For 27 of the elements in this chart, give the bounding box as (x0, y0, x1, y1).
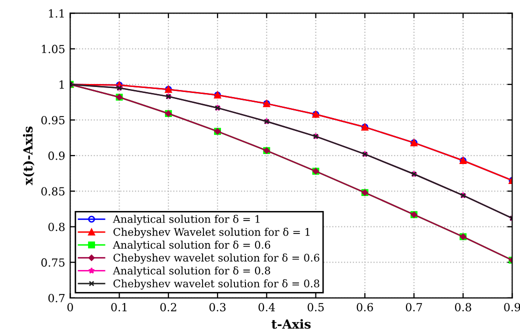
legend-label: Chebyshev Wavelet solution for δ = 1 (113, 228, 310, 238)
x-tick-label: 0.5 (308, 302, 324, 312)
y-tick-label: 1.1 (49, 9, 64, 18)
x-tick-label: 0.4 (258, 302, 275, 312)
legend-label: Chebyshev wavelet solution for δ = 0.6 (113, 254, 320, 264)
x-tick-label: 0 (67, 302, 73, 312)
y-tick-label: 0.8 (48, 222, 65, 232)
x-axis-title: t-Axis (272, 319, 311, 329)
x-tick-label: 0.2 (160, 302, 176, 312)
x-tick-label: 0.9 (504, 302, 520, 312)
x-tick-label: 0.8 (454, 302, 472, 312)
legend-label: Analytical solution for δ = 1 (112, 214, 260, 226)
x-tick-label: 0.7 (406, 302, 422, 312)
legend-label: Chebyshev wavelet solution for δ = 0.8 (113, 279, 320, 290)
y-tick-label: 1 (60, 80, 64, 89)
y-tick-label: 0.85 (41, 187, 64, 196)
x-tick-label: 0.3 (209, 302, 226, 312)
y-axis-title: x(t)-Axis (22, 126, 34, 186)
x-tick-label: 0.6 (356, 302, 374, 312)
legend-label: Analytical solution for δ = 0.6 (112, 240, 270, 251)
legend-label: Analytical solution for δ = 0.8 (112, 266, 270, 277)
y-tick-label: 0.7 (48, 294, 65, 302)
y-tick-label: 0.95 (41, 116, 64, 124)
y-tick-label: 0.75 (41, 258, 64, 267)
x-tick-label: 0.1 (111, 302, 127, 312)
y-tick-label: 1.05 (42, 44, 64, 54)
y-tick-label: 0.9 (48, 152, 65, 160)
